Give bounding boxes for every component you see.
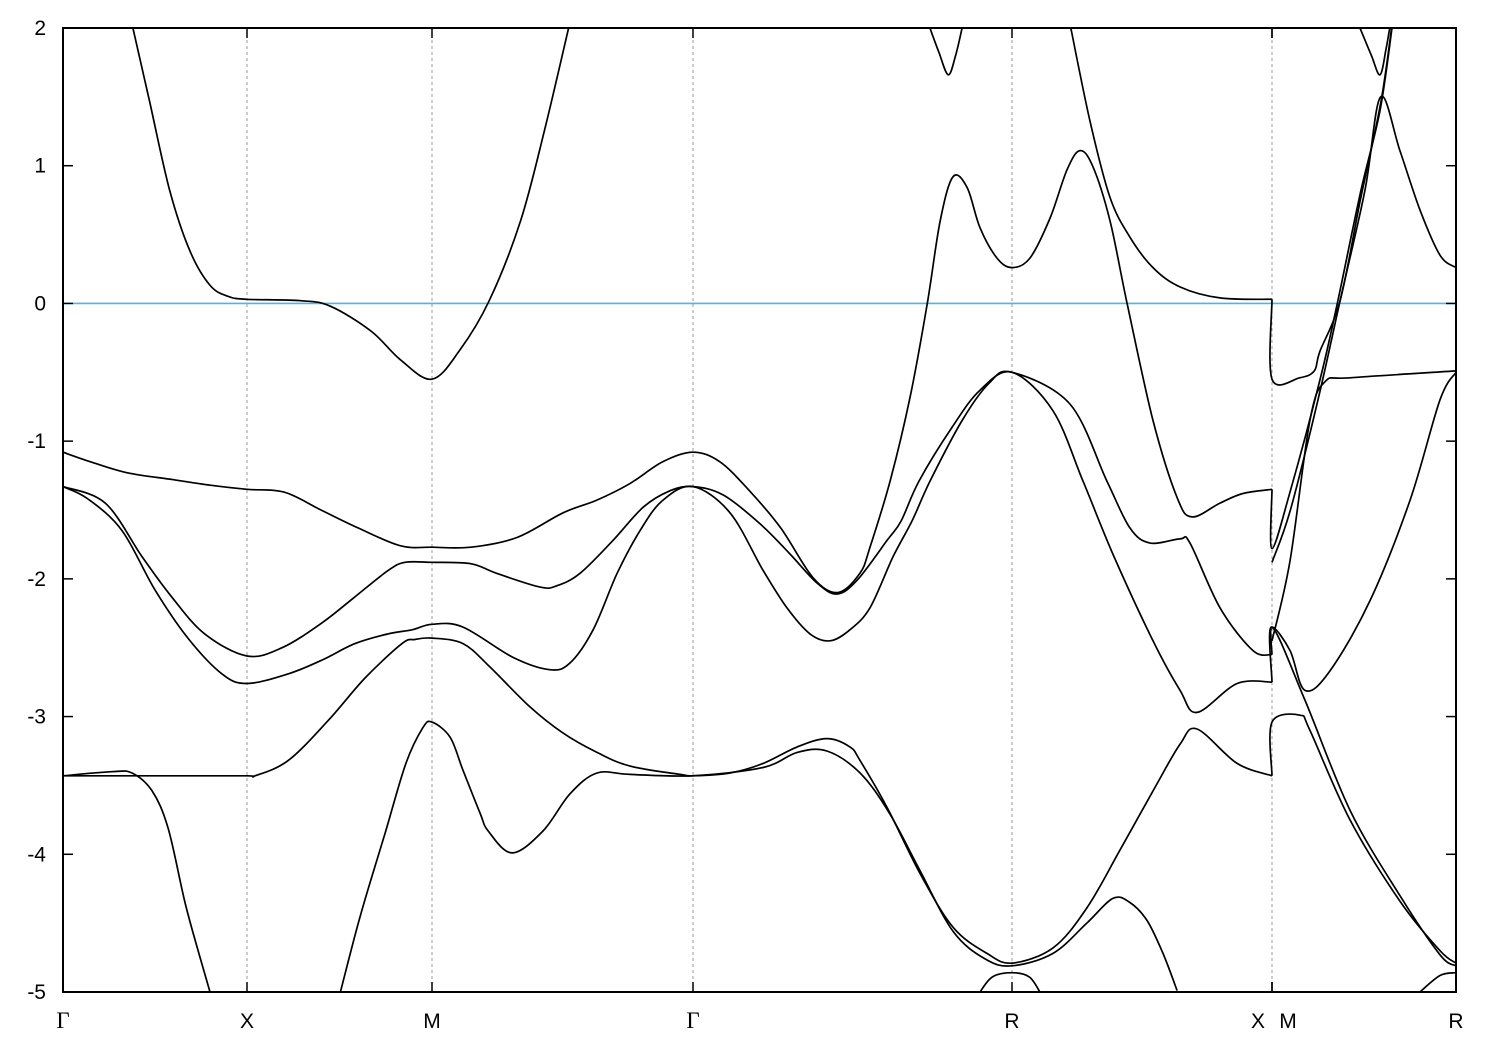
band-line-1	[63, 149, 1273, 594]
band-line-18	[1419, 971, 1456, 992]
axes	[62, 27, 1457, 993]
plot-frame	[62, 27, 1457, 993]
band-line-11	[1269, 28, 1393, 550]
band-line-14	[1269, 371, 1456, 693]
band-line-7	[929, 28, 963, 76]
y-tick-label: 0	[34, 292, 46, 315]
x-tick-label: Γ	[56, 1008, 69, 1033]
x-tick-label: X	[240, 1010, 254, 1033]
band-line-16	[1269, 713, 1456, 964]
y-tick-label: -2	[27, 568, 46, 591]
y-tick-label: -1	[27, 430, 46, 453]
y-tick-label: 1	[34, 155, 46, 178]
band-line-0	[132, 28, 570, 381]
band-line-9	[1069, 28, 1273, 301]
band-line-3	[63, 370, 1273, 685]
x-tick-label: M	[1279, 1010, 1297, 1033]
grid-lines	[246, 28, 1273, 992]
y-axis-ticks: 2 1 0 -1 -2 -3 -4 -5	[27, 17, 1456, 1004]
x-tick-label: M	[423, 1010, 441, 1033]
y-tick-label: -3	[27, 706, 46, 729]
band-line-5	[63, 770, 211, 992]
x-tick-label: R	[1448, 1010, 1463, 1033]
band-line-6	[339, 720, 1178, 992]
band-line-2	[63, 370, 1273, 714]
band-lines	[63, 28, 1456, 992]
band-line-15	[1271, 370, 1456, 641]
y-tick-label: -4	[27, 843, 46, 866]
band-line-17	[1268, 626, 1456, 967]
band-line-13	[1359, 28, 1391, 76]
band-line-8	[979, 971, 1041, 992]
y-tick-label: -5	[27, 981, 46, 1004]
x-tick-label: X	[1251, 1010, 1265, 1033]
x-tick-label: Γ	[686, 1008, 699, 1033]
band-line-4	[63, 637, 1273, 965]
y-tick-label: 2	[34, 17, 46, 40]
x-tick-label: R	[1004, 1010, 1019, 1033]
